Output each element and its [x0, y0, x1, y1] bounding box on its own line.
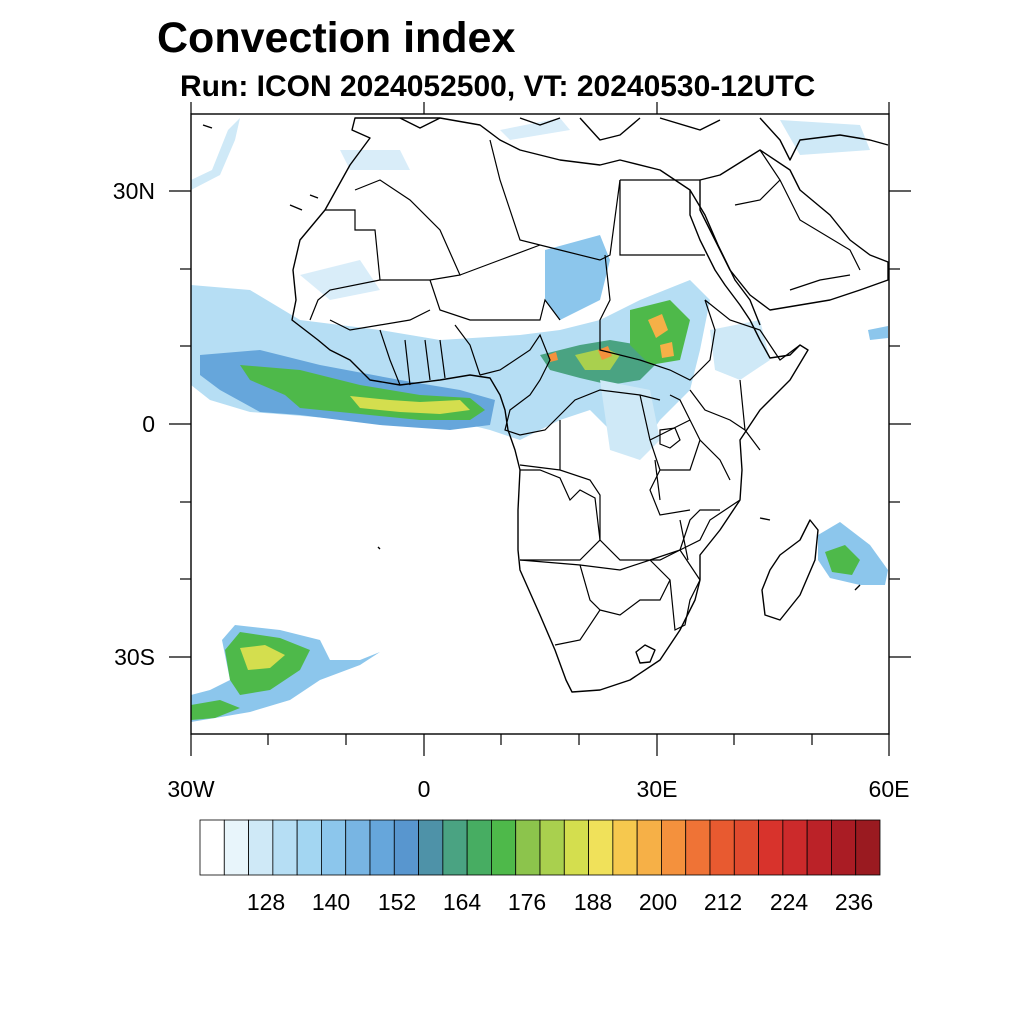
colorbar-label: 200: [638, 889, 678, 915]
border-angola: [520, 469, 601, 561]
lake-victoria: [659, 427, 681, 449]
convection-area-sudan: [545, 235, 610, 320]
red-sea-coastline: [689, 189, 761, 326]
border-egypt: [619, 179, 705, 256]
colorbar-swatch: [539, 819, 565, 876]
lakes: [654, 427, 689, 561]
africa-coastline: [291, 117, 809, 693]
axis-ticks: [169, 102, 911, 756]
colorbar-label: 224: [769, 889, 809, 915]
colorbar-label: 152: [377, 889, 417, 915]
convection-cell-sudan-max: [648, 314, 674, 358]
convection-area-sahara: [300, 118, 570, 300]
y-tick-label-30s: 30S: [114, 644, 155, 670]
coastlines: [202, 117, 889, 693]
colorbar-swatch: [636, 819, 662, 876]
colorbar-swatch: [393, 819, 419, 876]
colorbar-swatch: [223, 819, 249, 876]
y-tick-label-30n: 30N: [112, 178, 155, 204]
chart-subtitle: Run: ICON 2024052500, VT: 20240530-12UTC: [180, 70, 816, 103]
colorbar-label: 236: [834, 889, 874, 915]
colorbar-swatch: [782, 819, 808, 876]
colorbar-label: 212: [703, 889, 743, 915]
colorbar-swatch: [248, 819, 274, 876]
colorbar-swatch: [272, 819, 298, 876]
border-mauritania: [309, 209, 381, 321]
colorbar-swatch: [345, 819, 371, 876]
convection-area-nw-coast: [191, 118, 240, 190]
border-ethiopia-somalia: [689, 299, 801, 451]
y-tick-label-0: 0: [142, 411, 155, 437]
arabia-coastline: [699, 149, 889, 311]
border-libya: [489, 139, 621, 261]
colorbar-label: 188: [573, 889, 613, 915]
chart-title: Convection index: [157, 14, 516, 62]
convection-cell-central-max: [548, 346, 612, 362]
colorbar-swatch: [491, 819, 517, 876]
colorbar-swatch: [199, 819, 225, 876]
europe-coastline: [399, 117, 889, 161]
colorbar-swatch: [758, 819, 784, 876]
colorbar-label: 164: [442, 889, 482, 915]
colorbar-swatch: [296, 819, 322, 876]
convection-area-congo: [600, 380, 660, 460]
border-west-africa: [329, 309, 481, 386]
colorbar-swatch: [733, 819, 759, 876]
x-tick-label-60e: 60E: [868, 776, 910, 802]
country-borders: [309, 139, 861, 646]
colorbar-swatch: [831, 819, 857, 876]
x-tick-label-30w: 30W: [167, 776, 215, 802]
convection-field: [191, 118, 888, 722]
convection-band-atlantic-max: [350, 396, 470, 414]
colorbar-swatch: [515, 819, 541, 876]
border-sudan: [599, 254, 716, 381]
colorbar-swatch: [806, 819, 832, 876]
convection-system-south-atlantic-max: [240, 645, 285, 670]
border-congo: [519, 394, 741, 561]
madagascar-coastline: [761, 519, 819, 621]
x-tick-label-30e: 30E: [636, 776, 678, 802]
colorbar: [199, 819, 881, 876]
border-nigeria-cameroon: [479, 333, 661, 436]
colorbar-swatch: [661, 819, 687, 876]
convection-system-indian-ocean-core: [825, 545, 860, 575]
colorbar-swatch: [418, 819, 444, 876]
lesotho-outline: [635, 644, 656, 664]
islands: [202, 124, 861, 591]
lake-tanganyika: [654, 459, 689, 561]
colorbar-label: 128: [246, 889, 286, 915]
colorbar-swatch: [709, 819, 735, 876]
colorbar-label: 176: [507, 889, 547, 915]
border-namibia: [519, 559, 601, 646]
colorbar-label: 140: [311, 889, 351, 915]
colorbar-swatch: [612, 819, 638, 876]
colorbar-swatch: [369, 819, 395, 876]
border-arabia: [734, 149, 861, 291]
colorbar-swatch: [466, 819, 492, 876]
convection-patch-arabia: [868, 326, 888, 340]
border-mozambique: [669, 509, 720, 631]
colorbar-swatch: [855, 819, 881, 876]
colorbar-swatch: [563, 819, 589, 876]
colorbar-swatch: [442, 819, 468, 876]
convection-area-ethiopia: [710, 320, 770, 380]
colorbar-swatch: [685, 819, 711, 876]
border-east-africa: [649, 394, 731, 481]
x-tick-label-0: 0: [417, 776, 431, 802]
colorbar-swatch: [588, 819, 614, 876]
colorbar-swatch: [321, 819, 347, 876]
border-niger-chad: [429, 244, 561, 321]
